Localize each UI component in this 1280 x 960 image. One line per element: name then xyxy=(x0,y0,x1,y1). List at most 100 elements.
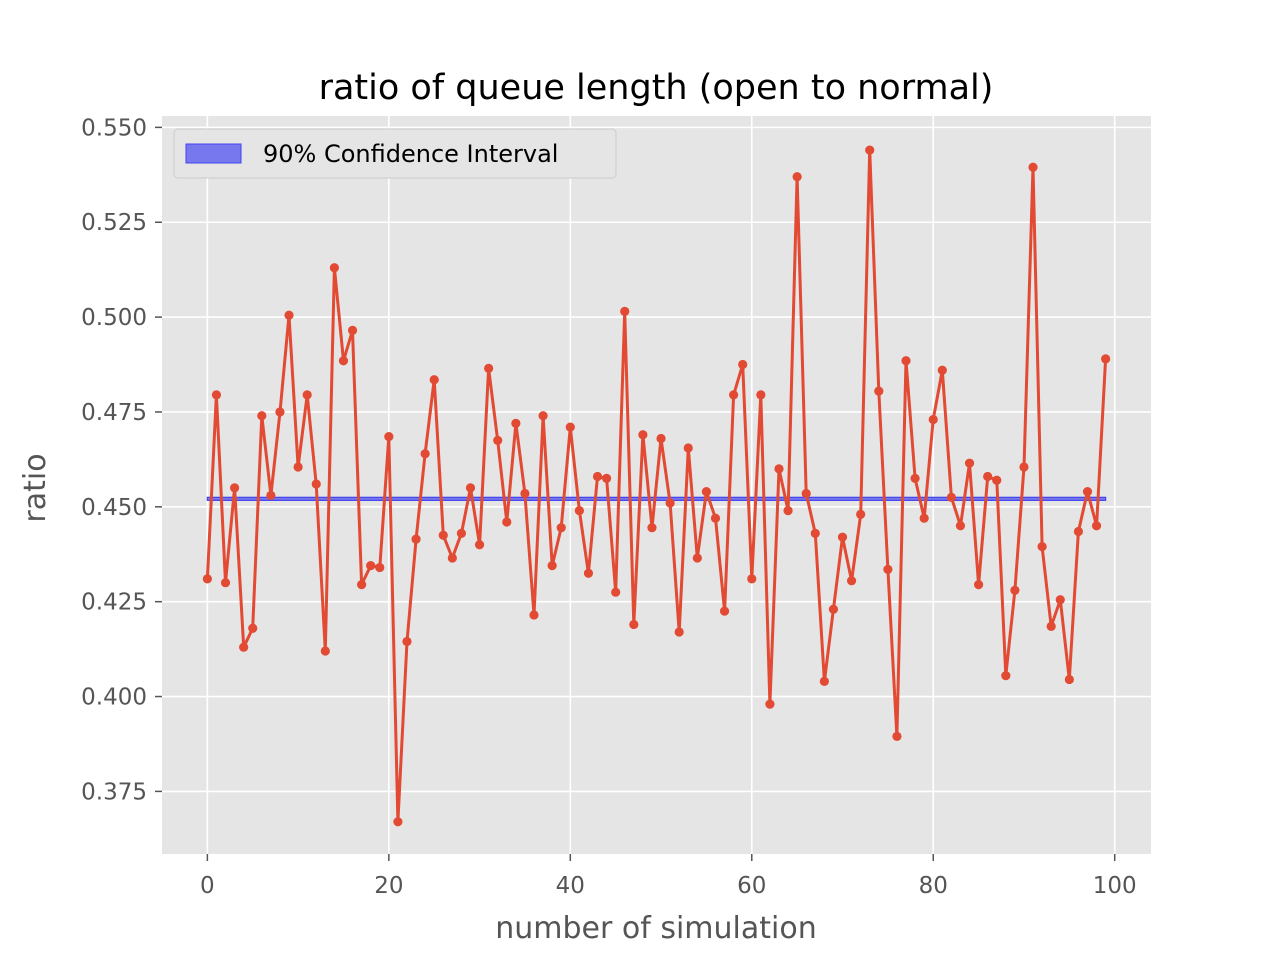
chart-title: ratio of queue length (open to normal) xyxy=(319,68,994,108)
data-point xyxy=(220,578,231,588)
data-point xyxy=(257,411,267,421)
data-point xyxy=(710,513,721,523)
y-tick-label: 0.500 xyxy=(81,305,147,331)
data-point xyxy=(284,310,294,320)
data-point xyxy=(393,817,403,827)
data-point xyxy=(456,528,467,538)
data-point xyxy=(529,610,539,620)
data-point xyxy=(946,492,956,502)
data-point xyxy=(438,530,448,540)
data-point xyxy=(402,636,412,647)
series-line xyxy=(202,145,1111,827)
data-point xyxy=(638,430,648,440)
data-point xyxy=(411,534,421,544)
data-point xyxy=(493,435,503,446)
data-point xyxy=(955,521,966,531)
data-point xyxy=(756,390,766,400)
data-point xyxy=(547,561,557,571)
data-point xyxy=(910,473,920,483)
data-point xyxy=(692,553,702,563)
data-point xyxy=(420,449,430,459)
data-point xyxy=(293,462,303,472)
data-point xyxy=(565,422,575,432)
data-point xyxy=(828,604,839,614)
data-point xyxy=(783,506,793,516)
data-point xyxy=(1073,526,1084,537)
data-point xyxy=(656,433,666,444)
data-point xyxy=(601,473,612,483)
data-point xyxy=(874,386,884,396)
x-tick-label: 100 xyxy=(1093,873,1137,899)
y-tick-label: 0.375 xyxy=(81,779,147,805)
data-point xyxy=(384,432,394,442)
data-point xyxy=(338,356,349,366)
data-point xyxy=(465,483,476,493)
x-axis-ticks: 0 20 40 60 80 100 xyxy=(200,854,1137,899)
data-point xyxy=(1010,585,1020,595)
data-point xyxy=(937,365,947,375)
data-point xyxy=(592,471,603,482)
y-tick-label: 0.550 xyxy=(81,115,147,141)
data-point xyxy=(1037,542,1047,552)
data-point xyxy=(447,553,457,563)
data-point xyxy=(738,359,748,370)
data-point xyxy=(1028,162,1038,172)
data-point xyxy=(774,464,784,474)
data-point xyxy=(801,488,811,499)
data-point xyxy=(856,509,866,520)
data-point xyxy=(629,619,639,630)
data-point xyxy=(1046,621,1056,631)
data-point xyxy=(1019,462,1029,472)
x-tick-label: 0 xyxy=(200,873,215,899)
data-point xyxy=(311,479,321,489)
data-point xyxy=(474,540,485,550)
data-point xyxy=(275,407,285,417)
data-point xyxy=(1091,521,1102,531)
y-tick-label: 0.450 xyxy=(81,495,147,521)
x-tick-label: 60 xyxy=(737,873,766,899)
data-point xyxy=(366,561,376,571)
data-point xyxy=(819,676,829,686)
data-point xyxy=(1001,671,1011,681)
y-axis-ticks: 0.375 0.400 0.425 0.450 0.475 0.500 0.525 0.550 xyxy=(81,115,162,805)
data-point xyxy=(665,498,675,508)
data-point xyxy=(719,606,730,616)
legend: 90% Confidence Interval xyxy=(173,128,617,179)
data-point xyxy=(375,562,385,573)
data-point xyxy=(202,574,212,584)
data-point xyxy=(511,418,521,428)
y-tick-label: 0.400 xyxy=(81,685,147,711)
data-point xyxy=(983,471,993,482)
data-point xyxy=(1064,674,1074,685)
data-point xyxy=(357,580,367,590)
x-tick-label: 80 xyxy=(919,873,948,899)
data-point xyxy=(883,564,893,575)
legend-box xyxy=(173,128,617,179)
data-point xyxy=(211,390,222,400)
data-point xyxy=(747,574,757,584)
data-point xyxy=(502,517,512,527)
data-point xyxy=(765,699,775,709)
data-point xyxy=(810,528,820,538)
data-point xyxy=(928,414,938,425)
data-point xyxy=(520,488,530,499)
data-point xyxy=(964,458,975,468)
data-point xyxy=(1082,487,1093,497)
y-tick-label: 0.425 xyxy=(81,590,147,616)
data-point xyxy=(1101,354,1111,364)
x-axis-label: number of simulation xyxy=(495,911,816,946)
data-point xyxy=(901,356,911,366)
data-point xyxy=(892,731,902,741)
data-point xyxy=(574,506,584,516)
data-point xyxy=(302,390,312,400)
data-point xyxy=(674,627,684,637)
y-axis-label: ratio xyxy=(18,453,53,522)
data-point xyxy=(837,532,848,542)
y-tick-label: 0.525 xyxy=(81,210,147,236)
data-point xyxy=(484,363,494,373)
data-point xyxy=(701,487,712,497)
data-point xyxy=(538,411,548,421)
series-polyline xyxy=(205,148,1108,824)
data-point xyxy=(229,483,240,493)
